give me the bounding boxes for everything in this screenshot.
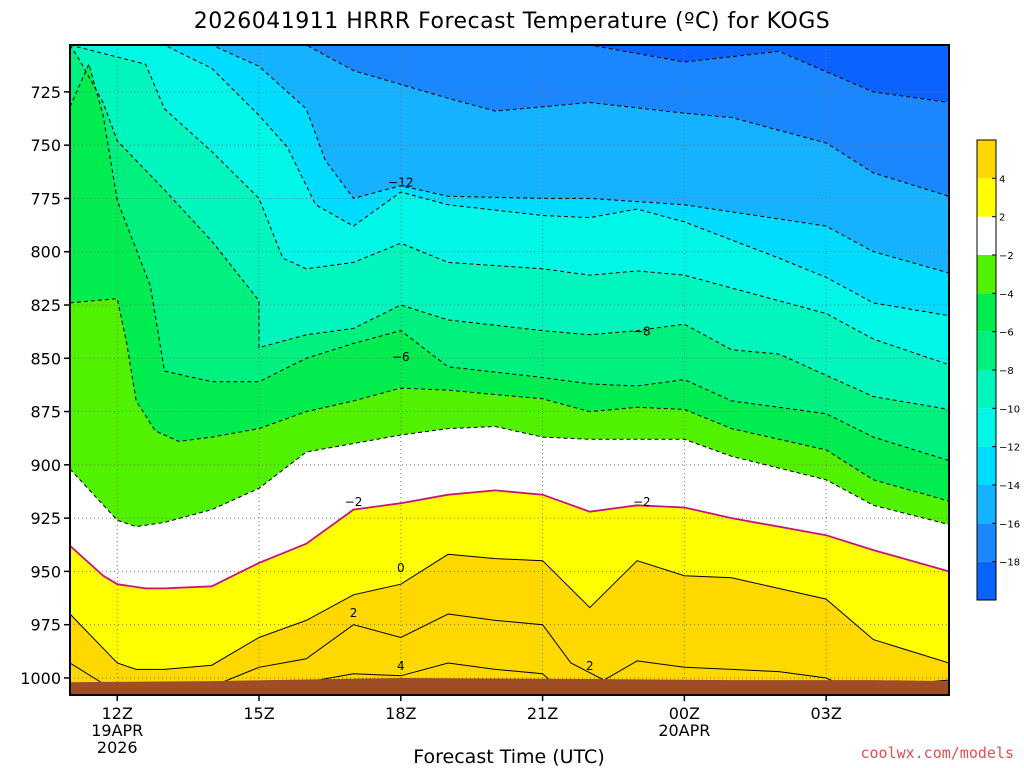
isotherm-minus2: [70, 425, 949, 528]
temperature-band-12: [70, 614, 949, 687]
isotherm-minus10: [70, 45, 949, 366]
x-tick-label: 00Z: [669, 704, 700, 723]
y-tick-label: 975: [30, 616, 61, 635]
isotherm-0: [70, 489, 949, 590]
x-tick-label: 20APR: [658, 721, 710, 740]
x-tick-label: 15Z: [243, 704, 274, 723]
x-tick-label: 2026: [97, 738, 138, 757]
isotherm-contours: [70, 45, 949, 688]
temperature-band-6: [70, 45, 949, 461]
isotherm-minus16: [70, 45, 949, 197]
colorbar-segment: [977, 523, 996, 562]
contour-label: 4: [397, 659, 405, 673]
x-tick-label: 12Z: [102, 704, 133, 723]
temperature-fill-bands: [70, 45, 949, 695]
y-tick-label: 900: [30, 456, 61, 475]
temperature-band-0: [70, 45, 949, 103]
x-tick-label: 03Z: [810, 704, 841, 723]
contour-label: 2: [586, 659, 594, 673]
contour-label: −6: [392, 350, 410, 364]
contour-label: −12: [388, 175, 413, 189]
y-tick-label: 850: [30, 349, 61, 368]
y-tick-label: 725: [30, 83, 61, 102]
y-tick-label: 950: [30, 562, 61, 581]
gridlines: [70, 45, 949, 695]
colorbar-label: −8: [999, 366, 1014, 377]
chart-title: 2026041911 HRRR Forecast Temperature (ºC…: [194, 9, 830, 34]
isotherm-minus14: [70, 45, 949, 274]
y-axis: 725 750 775 800 825 850 875 900 925 950 975 1000: [20, 83, 70, 688]
x-tick-label: 18Z: [385, 704, 416, 723]
colorbar-label: 2: [999, 213, 1005, 224]
isotherm-minus12: [70, 45, 949, 317]
isotherm-minus8: [70, 45, 949, 410]
terrain-fill: [70, 678, 949, 695]
temperature-band-3: [70, 45, 949, 316]
isotherm-minus4: [70, 298, 949, 502]
contour-label: −2: [345, 495, 363, 509]
colorbar-label: −10: [999, 404, 1020, 415]
plot-frame: [69, 44, 950, 696]
temperature-band-1: [70, 45, 949, 197]
colorbar-segment: [977, 446, 996, 485]
y-tick-label: 800: [30, 243, 61, 262]
isotherm-minus18: [70, 45, 949, 103]
contour-label: 2: [350, 606, 358, 620]
temperature-band-9: [70, 426, 949, 589]
colorbar-label: −14: [999, 481, 1020, 492]
colorbar-label: −2: [999, 251, 1014, 262]
colorbar-label: −4: [999, 289, 1014, 300]
temperature-band-7: [70, 64, 949, 502]
x-tick-label: 21Z: [527, 704, 558, 723]
contour-label: 0: [397, 561, 405, 575]
temperature-band-5: [70, 45, 949, 410]
colorbar-label: −6: [999, 328, 1014, 339]
y-tick-label: 1000: [20, 669, 61, 688]
isotherm-2: [70, 553, 949, 670]
y-tick-label: 925: [30, 509, 61, 528]
y-tick-label: 825: [30, 296, 61, 315]
terrain-surface: [70, 678, 949, 695]
x-tick-label: 19APR: [91, 721, 143, 740]
y-tick-label: 750: [30, 136, 61, 155]
colorbar-segment: [977, 216, 996, 255]
colorbar-segment: [977, 485, 996, 524]
colorbar-label: −12: [999, 443, 1020, 454]
temperature-band-8: [70, 298, 949, 527]
colorbar-segment: [977, 178, 996, 217]
x-axis-label: Forecast Time (UTC): [413, 746, 604, 768]
temperature-band-2: [70, 45, 949, 273]
colorbar-label: 4: [999, 174, 1005, 185]
colorbar-segment: [977, 140, 996, 179]
colorbar-label: −16: [999, 519, 1020, 530]
temperature-band-11: [70, 554, 949, 687]
colorbar-segment: [977, 370, 996, 409]
temperature-band-4: [70, 45, 949, 365]
contour-label: −8: [633, 325, 651, 339]
temperature-band-10: [70, 490, 949, 670]
y-tick-label: 875: [30, 403, 61, 422]
colorbar-label: −18: [999, 558, 1020, 569]
colorbar-segment: [977, 408, 996, 447]
colorbar-segment: [977, 561, 996, 600]
contour-labels: −12 −6 −8 −2 −2 0 2 2 4: [345, 175, 651, 673]
contour-label: −2: [633, 495, 651, 509]
y-tick-label: 775: [30, 189, 61, 208]
credit-link[interactable]: coolwx.com/models: [860, 744, 1014, 762]
colorbar-segment: [977, 255, 996, 294]
colorbar-segment: [977, 293, 996, 332]
colorbar: 4 2 −2 −4 −6 −8 −10 −12 −14 −16 −18: [976, 139, 1020, 601]
isotherm-4: [70, 613, 949, 688]
colorbar-segment: [977, 331, 996, 370]
